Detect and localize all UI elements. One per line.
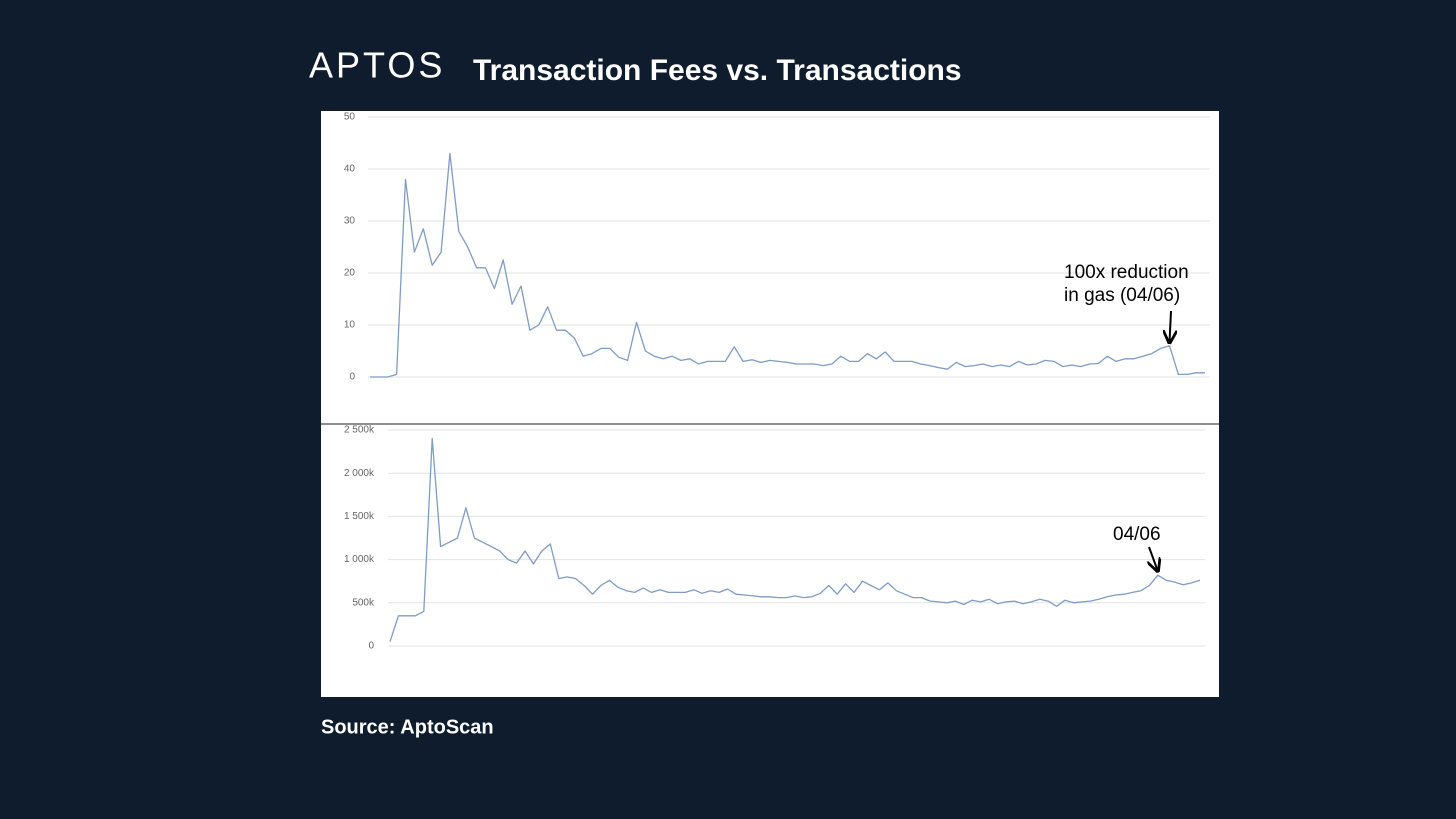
y-tick-label: 0 (349, 372, 355, 383)
y-tick-label: 1 000k (344, 554, 375, 565)
series-line (389, 437, 1201, 642)
y-tick-label: 2 000k (344, 468, 375, 479)
annotation-arrow (1169, 310, 1171, 343)
slide-title: Transaction Fees vs. Transactions (473, 54, 962, 87)
logo: APTOS (309, 45, 445, 86)
annotation: 04/06 (1113, 524, 1161, 545)
y-tick-label: 1 500k (344, 511, 375, 522)
y-tick-label: 20 (344, 268, 356, 279)
y-tick-label: 30 (344, 216, 356, 227)
series-line (370, 152, 1205, 378)
y-tick-label: 0 (368, 641, 374, 652)
y-tick-label: 500k (352, 597, 375, 608)
annotation: in gas (04/06) (1064, 285, 1180, 306)
y-tick-label: 50 (344, 112, 356, 123)
annotation-arrow (1149, 546, 1158, 571)
y-tick-label: 10 (344, 320, 356, 331)
annotation: 100x reduction (1064, 262, 1189, 283)
source: Source: AptoScan (321, 716, 494, 738)
y-tick-label: 2 500k (344, 425, 375, 436)
chart-panel (321, 111, 1219, 697)
y-tick-label: 40 (344, 164, 356, 175)
